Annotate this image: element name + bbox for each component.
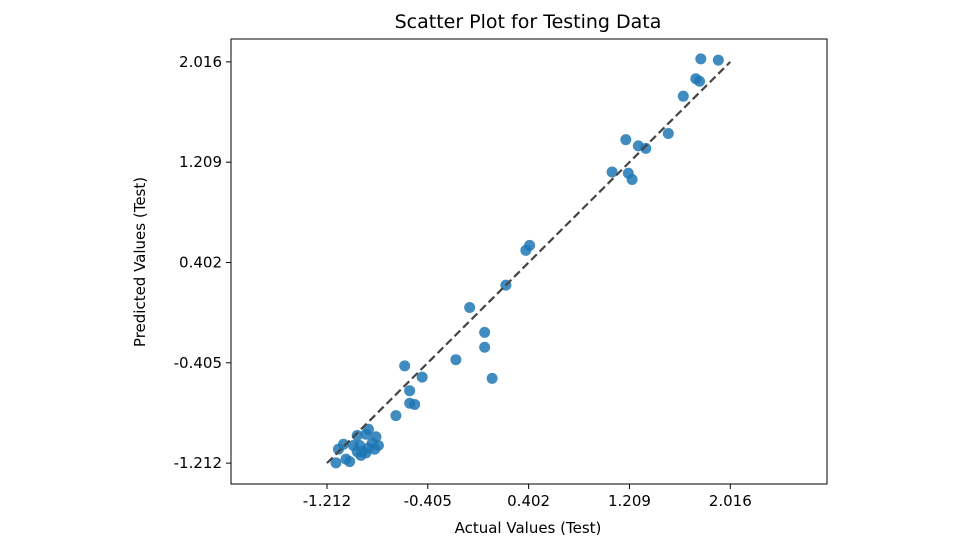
chart-title: Scatter Plot for Testing Data	[395, 11, 662, 33]
data-point-21	[399, 360, 411, 372]
data-point-16	[479, 326, 491, 338]
y-tick-label: -1.212	[174, 454, 222, 472]
y-axis-label: Predicted Values (Test)	[131, 177, 149, 347]
data-point-40	[340, 453, 352, 465]
data-point-4	[690, 73, 702, 85]
data-point-19	[464, 301, 476, 313]
data-point-20	[450, 354, 462, 366]
data-point-10	[606, 166, 618, 178]
data-point-14	[520, 244, 532, 256]
data-point-6	[662, 127, 674, 139]
data-point-43	[330, 457, 342, 469]
data-point-12	[626, 173, 638, 185]
y-tick-label: 1.209	[179, 153, 222, 171]
data-point-26	[390, 410, 402, 422]
x-axis-label: Actual Values (Test)	[455, 519, 602, 537]
data-point-9	[640, 142, 652, 154]
x-tick-label: 2.016	[709, 492, 752, 510]
y-tick-label: 2.016	[179, 53, 222, 71]
data-point-23	[404, 385, 416, 397]
plot-area	[230, 38, 828, 485]
data-point-42	[332, 443, 344, 455]
x-tick-label: -1.212	[303, 492, 351, 510]
y-tick-label: 0.402	[179, 253, 222, 271]
x-tick-label: 1.209	[608, 492, 651, 510]
data-point-7	[620, 134, 632, 146]
x-tick-label: 0.402	[507, 492, 550, 510]
data-point-1	[712, 54, 724, 66]
x-tick-label: -0.405	[404, 492, 452, 510]
data-point-17	[479, 341, 491, 353]
data-point-33	[360, 428, 372, 440]
data-point-38	[347, 439, 359, 451]
data-point-45	[360, 447, 372, 459]
data-point-5	[677, 90, 689, 102]
reference-line	[326, 61, 732, 464]
y-tick-label: -0.405	[174, 354, 222, 372]
data-point-25	[404, 397, 416, 409]
data-point-18	[486, 372, 498, 384]
data-point-2	[695, 53, 707, 65]
data-point-36	[351, 430, 363, 442]
data-point-22	[416, 371, 428, 383]
